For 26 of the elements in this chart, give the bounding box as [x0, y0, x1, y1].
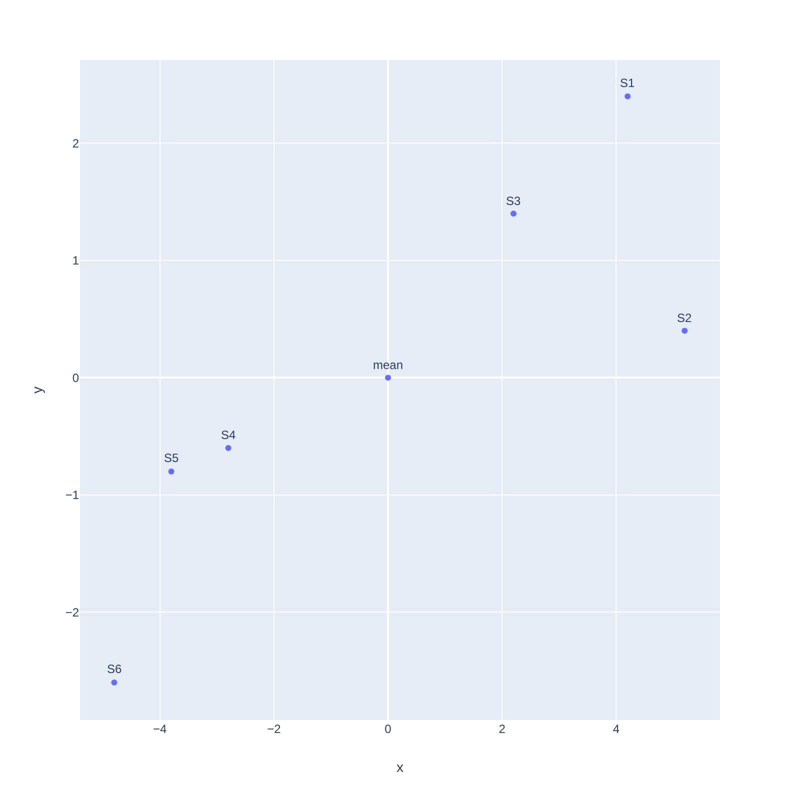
y-tick-label: −2 — [65, 605, 80, 620]
annotation: S6 — [107, 662, 122, 676]
point — [682, 328, 688, 334]
point — [510, 210, 517, 217]
x-axis-title: x — [396, 759, 404, 775]
y-tick-label: 1 — [72, 254, 80, 268]
x-tick-label: −2 — [267, 722, 282, 736]
point — [111, 679, 118, 686]
point — [385, 374, 392, 381]
y-axis-title: y — [29, 386, 45, 394]
annotation: mean — [373, 358, 404, 372]
x-tick-label: 2 — [498, 722, 506, 736]
y-tick-label: 2 — [72, 136, 80, 150]
y-tick-label: 0 — [72, 370, 80, 385]
annotation: S4 — [221, 428, 236, 442]
y-tick-label: −1 — [65, 488, 80, 502]
x-tick-label: 4 — [612, 722, 620, 736]
annotation: S1 — [620, 76, 636, 90]
x-tick-label: −4 — [153, 722, 168, 736]
annotation: S3 — [506, 194, 522, 208]
point — [225, 445, 232, 452]
point — [168, 468, 174, 474]
annotation: S2 — [677, 311, 692, 325]
annotation: S5 — [164, 451, 180, 465]
point — [624, 93, 631, 100]
x-tick-label: 0 — [384, 722, 392, 736]
